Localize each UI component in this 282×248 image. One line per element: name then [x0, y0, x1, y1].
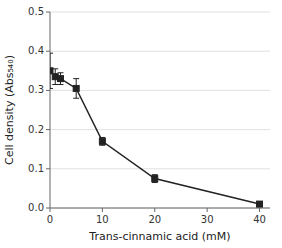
grid-line	[50, 51, 270, 52]
grid-line	[50, 168, 270, 169]
y-axis-label: Cell density (Abs₅₄₀)	[3, 55, 16, 165]
plot-area	[50, 53, 263, 207]
error-bar	[73, 79, 79, 99]
tick-label: 20	[148, 214, 161, 225]
marker	[57, 76, 63, 82]
tick-mark	[46, 168, 50, 169]
grid-line	[50, 90, 270, 91]
tick-label: 10	[96, 214, 109, 225]
marker	[73, 85, 79, 91]
marker	[50, 68, 53, 74]
line	[50, 71, 260, 204]
grid-line	[50, 129, 270, 130]
tick-label: 30	[201, 214, 214, 225]
tick-label: 40	[253, 214, 266, 225]
tick-mark	[46, 129, 50, 130]
tick-mark	[46, 51, 50, 52]
chart: 0.0 0.1 0.2 0.3 0.4 0.5 0 10 20 30 40 Trans-cinnami…	[0, 0, 282, 248]
tick-label: 0.5	[28, 6, 44, 17]
marker	[257, 201, 263, 207]
grid-line	[50, 208, 270, 209]
tick-mark	[259, 208, 260, 212]
tick-label: 0.4	[28, 45, 44, 56]
tick-label: 0.0	[28, 202, 44, 213]
marker	[152, 176, 158, 182]
tick-label: 0.3	[28, 84, 44, 95]
x-axis-label: Trans-cinnamic acid (mM)	[88, 230, 230, 243]
tick-mark	[46, 208, 50, 209]
tick-mark	[154, 208, 155, 212]
tick-label: 0	[47, 214, 53, 225]
error-bar	[50, 53, 53, 88]
tick-label: 0.2	[28, 124, 44, 135]
tick-mark	[50, 208, 51, 212]
tick-label: 0.1	[28, 163, 44, 174]
error-bar	[99, 137, 105, 145]
error-bar	[152, 175, 158, 183]
x-axis	[50, 208, 270, 209]
grid-line	[50, 12, 270, 13]
y-axis	[50, 12, 51, 208]
tick-mark	[102, 208, 103, 212]
marker	[99, 138, 105, 144]
tick-mark	[46, 12, 50, 13]
tick-mark	[46, 90, 50, 91]
tick-mark	[207, 208, 208, 212]
